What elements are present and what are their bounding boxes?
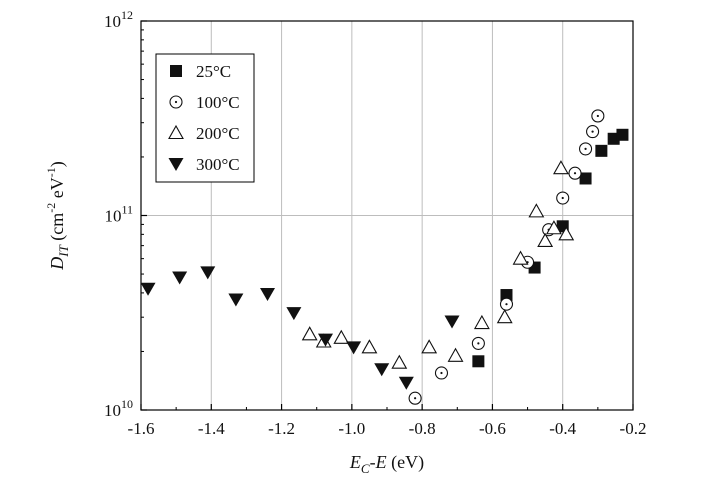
legend-entries: 25°C 100°C 200°C 300°C xyxy=(168,62,240,174)
data-point xyxy=(200,266,216,280)
y-axis-label-main: D xyxy=(47,257,67,271)
x-axis-label-unit: (eV) xyxy=(387,452,424,473)
data-point xyxy=(579,172,592,185)
data-point xyxy=(447,347,464,362)
y-axis-label-exp1: -2 xyxy=(44,203,58,213)
y-tick-label: 1011 xyxy=(104,203,133,226)
legend: 25°C 100°C 200°C 300°C xyxy=(155,53,255,183)
data-point xyxy=(472,355,485,368)
data-point xyxy=(500,289,513,302)
y-axis-label-rest: (cm xyxy=(47,213,68,245)
x-tick-label: -1.2 xyxy=(268,419,295,438)
series-200°C xyxy=(301,160,575,369)
x-tick-label: -0.4 xyxy=(549,419,576,438)
legend-entry: 100°C xyxy=(169,93,240,112)
x-tick-label: -0.6 xyxy=(479,419,506,438)
y-axis-label: DIT (cm-2 eV-1) xyxy=(44,161,71,271)
data-point xyxy=(260,287,276,301)
series-100°C xyxy=(408,109,605,405)
data-point xyxy=(579,142,593,156)
x-tick-label: -1.4 xyxy=(198,419,225,438)
data-point xyxy=(473,314,490,330)
data-point xyxy=(591,109,605,123)
legend-marker xyxy=(168,158,184,171)
data-point xyxy=(301,326,318,341)
y-tick-labels: 1010 1011 1012 xyxy=(104,8,133,420)
legend-label: 200°C xyxy=(196,124,240,143)
x-tick-label: -1.6 xyxy=(128,419,155,438)
data-point xyxy=(421,339,438,354)
legend-label: 25°C xyxy=(196,62,231,81)
x-axis-label: EC-E (eV) xyxy=(349,452,424,476)
data-point xyxy=(553,160,569,175)
x-axis-label-sub: C xyxy=(361,461,370,476)
x-axis-label-letter: E xyxy=(375,452,387,472)
y-tick-label: 1010 xyxy=(104,397,133,420)
data-point xyxy=(586,125,600,139)
x-axis-label-dash: - xyxy=(370,452,376,472)
legend-marker xyxy=(170,65,182,77)
x-axis-label-main: E xyxy=(349,452,361,472)
series-300°C xyxy=(140,266,460,390)
legend-entry: 200°C xyxy=(168,124,240,143)
data-point xyxy=(537,232,554,247)
legend-entry: 25°C xyxy=(170,62,231,81)
data-point xyxy=(286,307,302,321)
legend-label: 100°C xyxy=(196,93,240,112)
legend-marker xyxy=(169,95,183,109)
data-point xyxy=(528,203,545,218)
x-tick-label: -0.8 xyxy=(409,419,436,438)
y-axis-label-exp2: -1 xyxy=(44,167,58,177)
data-point xyxy=(140,282,156,296)
legend-entry: 300°C xyxy=(168,155,240,174)
x-tick-label: -1.0 xyxy=(338,419,365,438)
data-point xyxy=(595,144,608,157)
data-point xyxy=(346,341,362,355)
data-point xyxy=(408,391,422,405)
data-point xyxy=(333,329,350,344)
x-tick-labels: -1.6 -1.4 -1.2 -1.0 -0.8 -0.6 -0.4 -0.2 xyxy=(128,419,647,438)
y-axis-label-mid: eV xyxy=(47,177,67,203)
data-point xyxy=(556,191,570,205)
data-point xyxy=(568,166,582,180)
data-point xyxy=(444,315,460,329)
data-point xyxy=(496,309,513,324)
y-axis-label-sub: IT xyxy=(56,244,71,257)
data-point xyxy=(374,363,390,377)
data-point xyxy=(616,128,629,141)
data-points xyxy=(140,109,629,405)
data-point xyxy=(499,297,514,311)
data-point xyxy=(558,226,575,241)
data-point xyxy=(471,336,485,350)
y-axis-label-end: ) xyxy=(47,161,68,167)
data-point xyxy=(512,250,529,265)
y-tick-label: 1012 xyxy=(104,8,133,31)
data-point xyxy=(172,271,188,285)
data-point xyxy=(391,354,408,369)
data-point xyxy=(398,376,414,390)
data-point xyxy=(434,366,449,380)
legend-label: 300°C xyxy=(196,155,240,174)
data-point xyxy=(318,333,333,347)
data-point xyxy=(361,339,378,354)
axis-ticks xyxy=(140,20,634,411)
data-point xyxy=(228,293,244,307)
x-tick-label: -0.2 xyxy=(620,419,647,438)
data-point xyxy=(545,220,562,235)
series-25°C xyxy=(472,128,629,368)
legend-marker xyxy=(168,124,184,140)
